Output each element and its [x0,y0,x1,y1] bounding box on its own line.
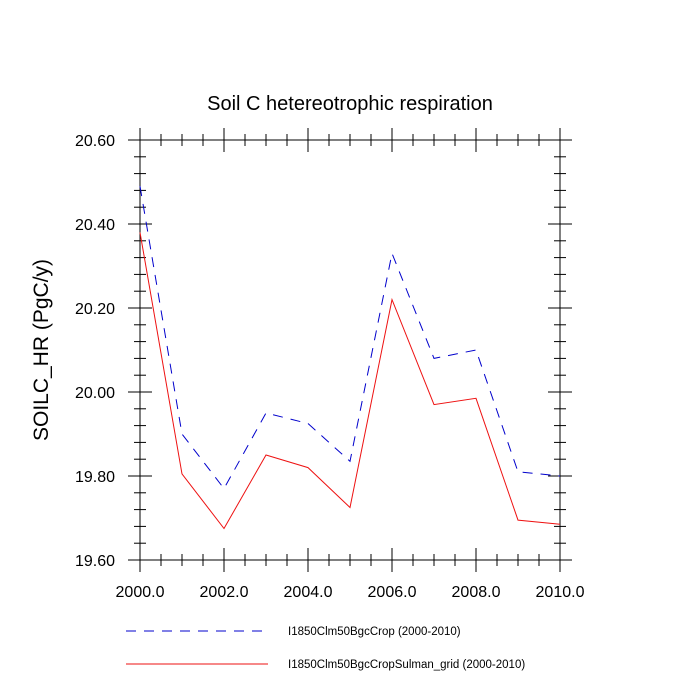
y-tick-label: 19.60 [75,553,115,570]
legend-label: I1850Clm50BgcCropSulman_grid (2000-2010) [288,659,525,671]
series-lines [139,186,561,530]
data-point [518,520,519,521]
y-tick-label: 20.60 [75,133,115,150]
y-tick-label: 20.00 [75,385,115,402]
data-point [350,507,351,508]
y-axis-label: SOILC_HR (PgC/y) [30,259,53,441]
x-tick-label: 2000.0 [116,584,165,601]
data-point [266,455,267,456]
series-line [139,186,561,490]
data-point [224,488,225,489]
x-tick-label: 2010.0 [536,584,585,601]
data-point [308,423,309,424]
x-tick-label: 2002.0 [200,584,249,601]
chart-title: Soil C hetereotrophic respiration [207,93,493,115]
data-point [392,253,393,254]
data-point [308,467,309,468]
data-point [434,358,435,359]
series-1 [139,186,561,490]
y-tick-label: 19.80 [75,469,115,486]
data-point [518,471,519,472]
data-point [350,461,351,462]
data-point [182,434,183,435]
legend: I1850Clm50BgcCrop (2000-2010) I1850Clm50B… [126,626,525,671]
axis-tick-labels: 2000.0 2002.0 2004.0 2006.0 2008.0 2010.0 19.6… [75,133,585,601]
data-point [476,398,477,399]
x-tick-label: 2008.0 [452,584,501,601]
y-tick-label: 20.20 [75,301,115,318]
legend-label: I1850Clm50BgcCrop (2000-2010) [288,626,461,638]
data-point [224,528,225,529]
data-point [434,404,435,405]
y-tick-label: 20.40 [75,217,115,234]
data-point [140,232,141,233]
series-line [139,232,561,530]
data-point [182,473,183,474]
axis-ticks [128,128,572,572]
data-point [392,299,393,300]
x-tick-label: 2004.0 [284,584,333,601]
plot-frame [139,139,561,561]
data-point [476,350,477,351]
x-tick-label: 2006.0 [368,584,417,601]
series-2 [139,232,561,530]
data-point [140,186,141,187]
data-point [266,413,267,414]
data-point [560,524,561,525]
data-point [560,476,561,477]
